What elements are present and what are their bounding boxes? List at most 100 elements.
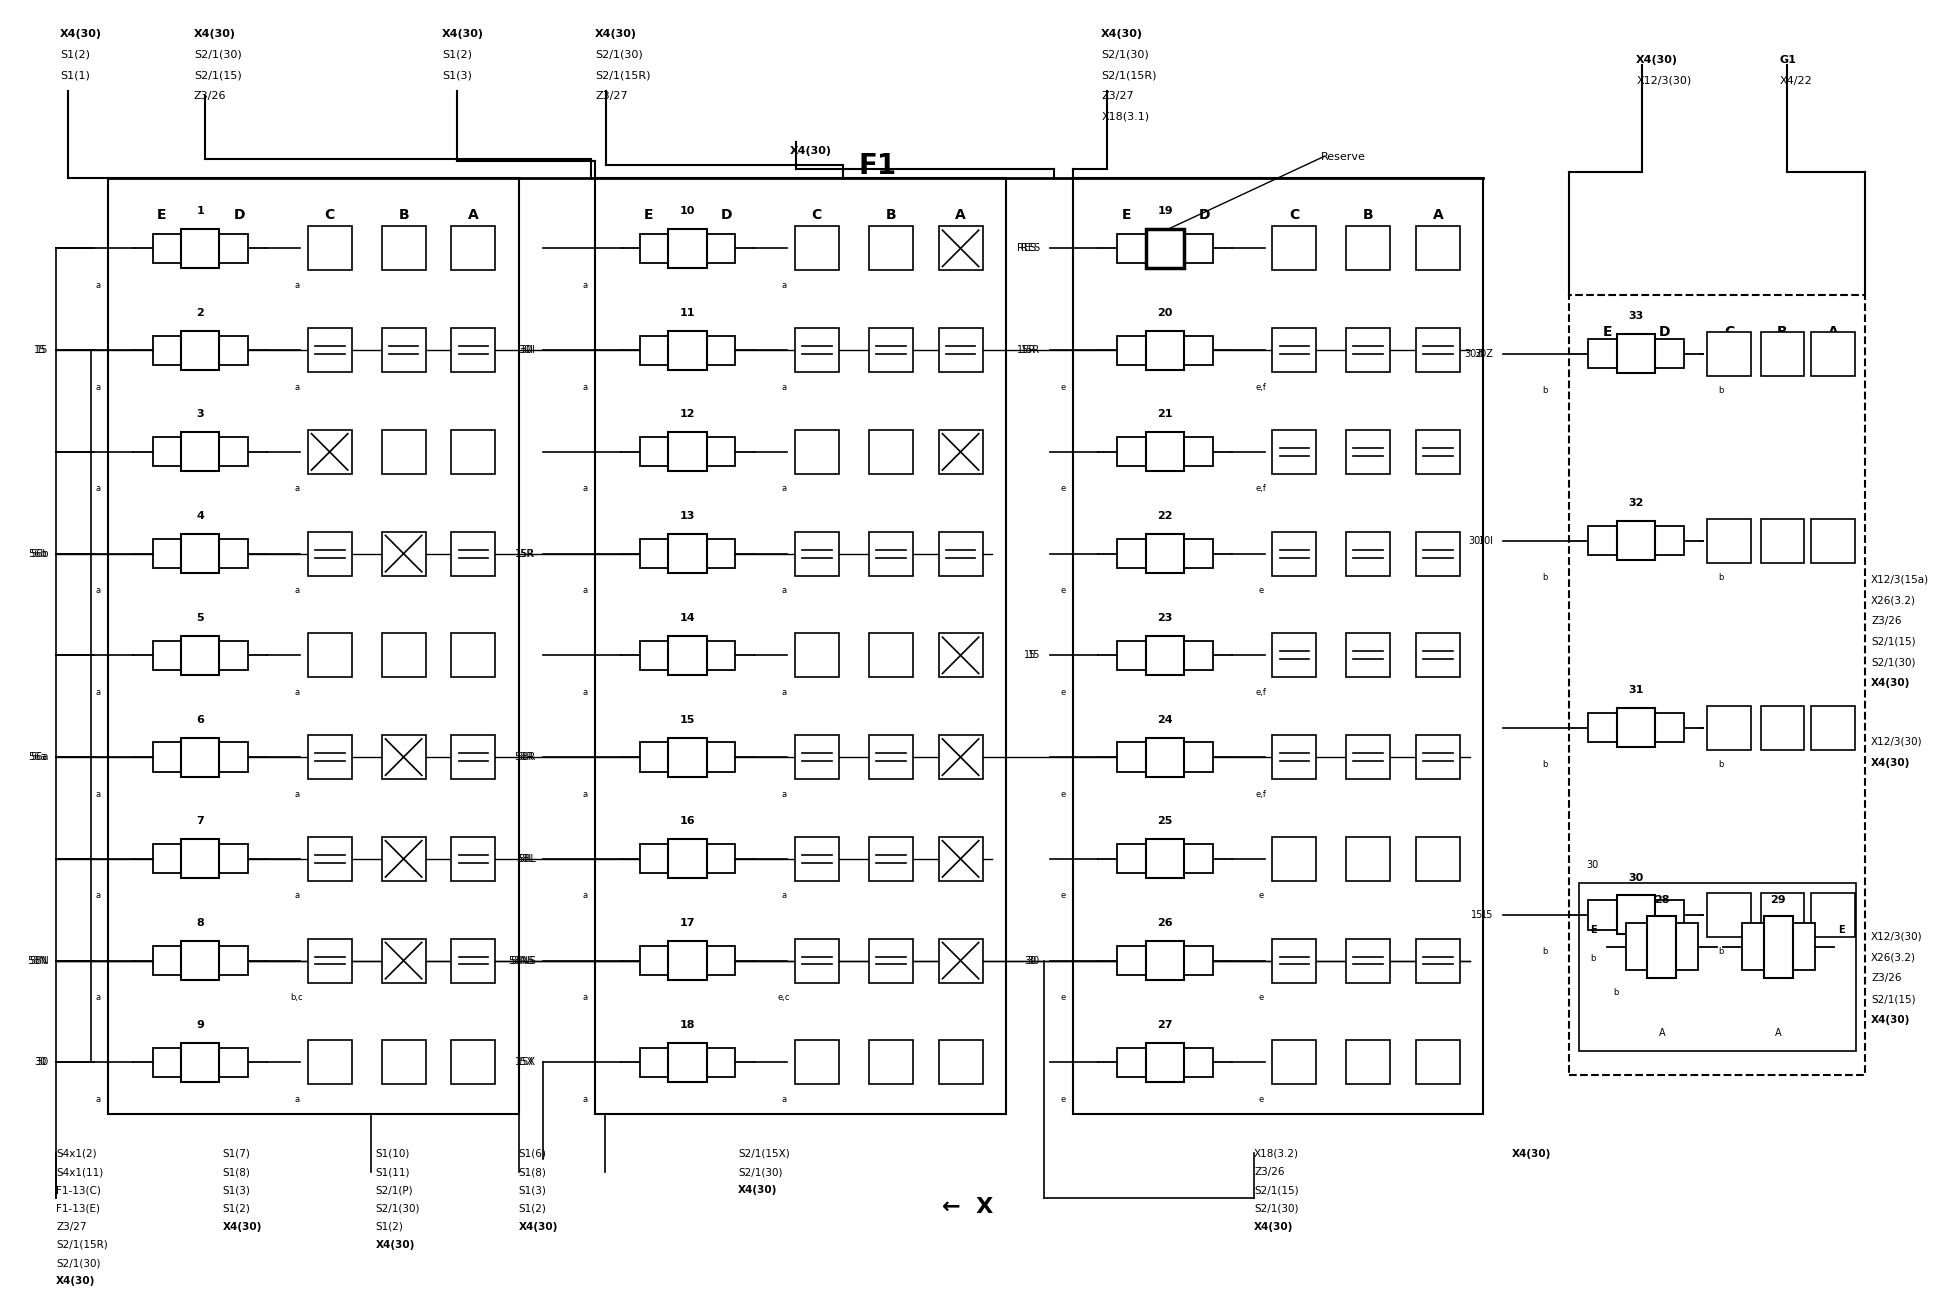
Bar [1118, 946, 1145, 975]
Text: 30l: 30l [520, 345, 536, 355]
Text: a: a [780, 891, 786, 900]
Bar [794, 328, 839, 372]
Bar [668, 737, 707, 776]
Text: 58N: 58N [27, 955, 47, 966]
Text: 8: 8 [196, 919, 204, 928]
Bar [309, 429, 351, 474]
Bar [452, 837, 495, 881]
Text: 18: 18 [679, 1021, 695, 1030]
Text: 29: 29 [1770, 895, 1786, 906]
Text: e,f: e,f [1256, 484, 1267, 493]
Text: a: a [780, 790, 786, 799]
Text: a: a [95, 790, 101, 799]
Bar [153, 844, 181, 873]
Text: D: D [720, 207, 732, 222]
Text: 58R: 58R [514, 752, 534, 762]
Bar [1273, 1040, 1316, 1084]
Text: a: a [780, 484, 786, 493]
Bar [1617, 521, 1656, 560]
Text: 2: 2 [196, 308, 204, 317]
Text: e,f: e,f [1256, 688, 1267, 697]
Bar [153, 641, 181, 669]
Bar [1656, 714, 1683, 743]
Bar [1347, 226, 1390, 270]
Text: X4(30): X4(30) [56, 1276, 95, 1287]
Bar [1417, 429, 1460, 474]
Text: 30: 30 [1025, 955, 1036, 966]
Bar [1708, 331, 1751, 376]
Text: 11: 11 [679, 308, 695, 317]
Bar [668, 432, 707, 471]
Text: e: e [1060, 891, 1066, 900]
Bar [1118, 234, 1145, 264]
Text: 15: 15 [1481, 910, 1493, 920]
Text: X4(30): X4(30) [596, 29, 637, 39]
Bar [153, 946, 181, 975]
Bar [1588, 526, 1617, 556]
Bar [1273, 226, 1316, 270]
Text: 58NS: 58NS [510, 955, 536, 966]
Bar [1347, 735, 1390, 779]
Text: E: E [1590, 925, 1597, 934]
Text: 30: 30 [1029, 955, 1040, 966]
Bar [668, 941, 707, 980]
Text: 15: 15 [37, 345, 49, 355]
Text: X4(30): X4(30) [1871, 679, 1910, 689]
Text: 6: 6 [196, 715, 204, 724]
Text: e,f: e,f [1256, 790, 1267, 799]
Text: X18(3.1): X18(3.1) [1101, 112, 1149, 121]
Bar [1273, 531, 1316, 576]
Text: S1(8): S1(8) [223, 1167, 250, 1177]
Text: 19: 19 [1157, 206, 1172, 215]
Text: S2/1(15R): S2/1(15R) [1101, 70, 1157, 81]
Bar [1145, 737, 1184, 776]
Text: 58L: 58L [516, 853, 534, 864]
Bar [1764, 916, 1793, 977]
Text: C: C [1289, 207, 1300, 222]
Text: a: a [95, 891, 101, 900]
Text: S2/1(30): S2/1(30) [1254, 1203, 1299, 1214]
Bar [1417, 735, 1460, 779]
Text: e,f: e,f [1256, 382, 1267, 391]
Text: a: a [293, 586, 299, 595]
Bar [219, 844, 248, 873]
Text: S1(2): S1(2) [375, 1221, 404, 1232]
Text: 20: 20 [1157, 308, 1172, 317]
Text: 58L: 58L [518, 853, 536, 864]
Text: e,c: e,c [778, 993, 790, 1002]
Text: RES: RES [1017, 243, 1036, 253]
Text: 1: 1 [196, 206, 204, 215]
Bar [870, 735, 912, 779]
Text: b: b [1590, 954, 1596, 963]
Text: G1: G1 [1780, 55, 1795, 65]
Text: 30: 30 [37, 1057, 49, 1067]
Text: b: b [1541, 573, 1547, 582]
Text: X4(30): X4(30) [443, 29, 483, 39]
Text: e: e [1060, 484, 1066, 493]
Bar [641, 641, 668, 669]
Bar [1118, 743, 1145, 771]
Bar [668, 1043, 707, 1082]
Text: S2/1(30): S2/1(30) [1101, 50, 1149, 60]
Text: e: e [1258, 993, 1264, 1002]
Text: X4/22: X4/22 [1780, 76, 1813, 86]
Bar [707, 335, 736, 364]
Bar [1811, 706, 1856, 750]
Bar [939, 226, 982, 270]
Bar [1708, 706, 1751, 750]
Text: S2/1(30): S2/1(30) [596, 50, 642, 60]
Bar [794, 633, 839, 677]
Bar [382, 328, 425, 372]
Bar [219, 335, 248, 364]
Bar [794, 226, 839, 270]
Text: b: b [1541, 761, 1547, 770]
Text: a: a [582, 891, 588, 900]
Bar [596, 179, 1005, 1113]
Bar [1741, 924, 1764, 970]
Text: X4(30): X4(30) [60, 29, 103, 39]
Text: RES: RES [1021, 243, 1040, 253]
Bar [382, 633, 425, 677]
Text: e: e [1060, 993, 1066, 1002]
Bar [1118, 1048, 1145, 1077]
Text: b: b [1718, 761, 1724, 770]
